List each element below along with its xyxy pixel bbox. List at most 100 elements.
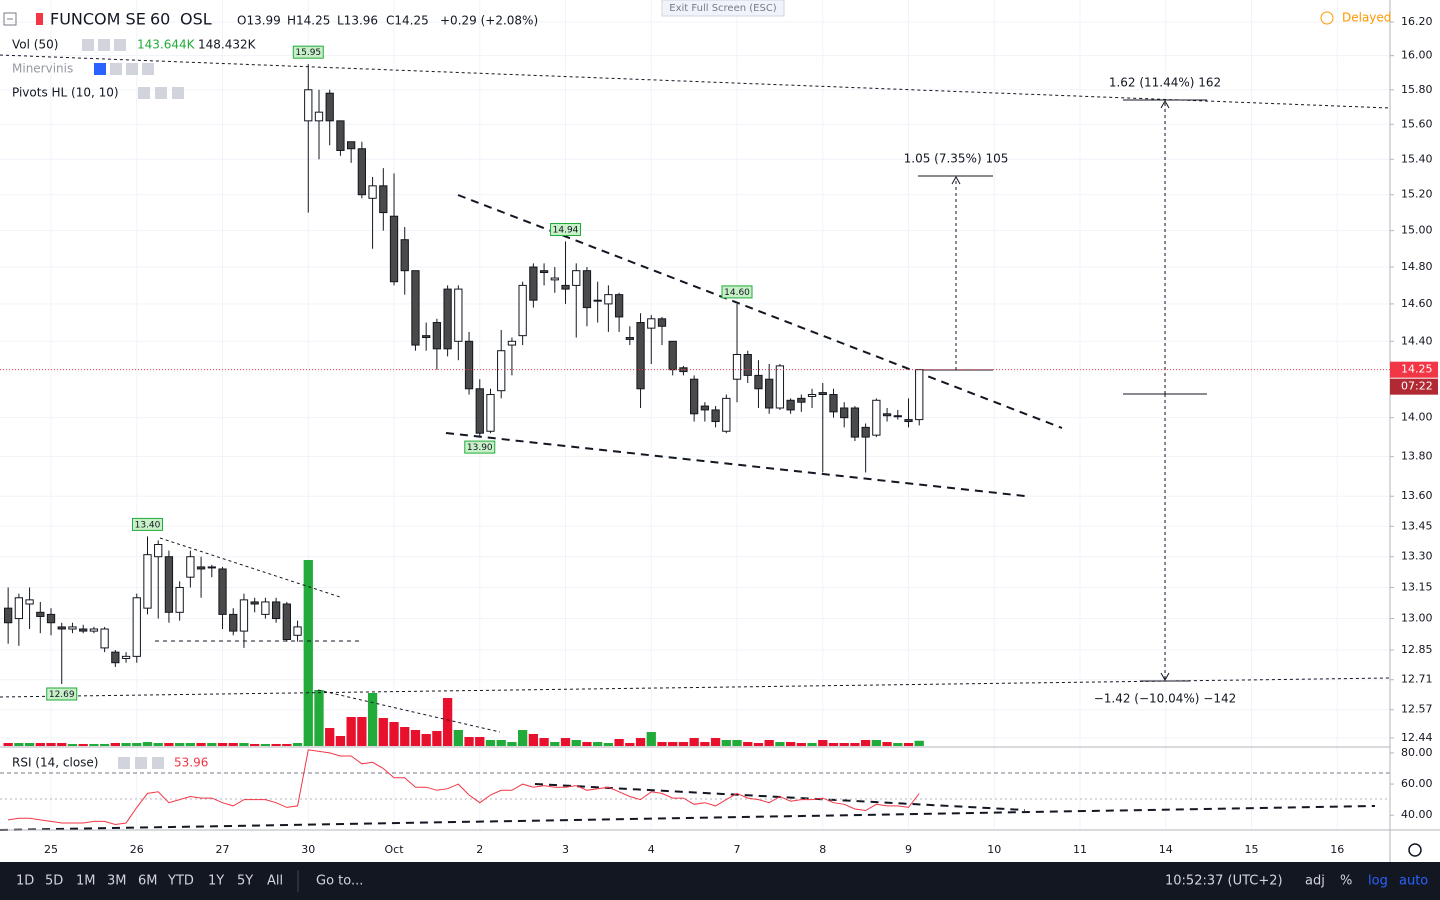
volume-bar <box>335 736 346 746</box>
icon[interactable] <box>172 87 184 99</box>
volume-bar <box>378 718 388 746</box>
pivot-box <box>550 222 582 236</box>
volume-bar <box>132 742 142 746</box>
icon[interactable] <box>126 63 138 75</box>
goto-button[interactable]: Go to... <box>316 874 363 889</box>
rsi-trend-line <box>0 805 1376 831</box>
candle-body <box>582 270 592 309</box>
icon[interactable] <box>155 87 167 99</box>
candle-body <box>443 288 452 350</box>
volume-bar <box>517 729 528 746</box>
measure-label: 1.05 (7.35%) 105 <box>904 152 1009 166</box>
candle-body <box>79 628 88 632</box>
pivot-label: 13.40 <box>135 520 161 530</box>
vol-label[interactable]: Vol (50) <box>12 38 58 52</box>
ohlc-high: H14.25 <box>287 14 330 28</box>
icon[interactable] <box>135 757 147 769</box>
range-button[interactable]: 5Y <box>237 874 253 889</box>
icon[interactable] <box>82 39 94 51</box>
volume-bar <box>346 716 356 746</box>
candle-body <box>529 266 538 301</box>
icon[interactable] <box>142 63 154 75</box>
candle-body <box>218 568 227 615</box>
volume-bar <box>871 739 882 746</box>
scale-option[interactable]: % <box>1340 874 1352 889</box>
volume-bar <box>89 743 99 746</box>
ohlc-low: L13.96 <box>337 14 378 28</box>
candle-body <box>282 603 291 640</box>
candle-body <box>36 611 45 617</box>
icon[interactable] <box>98 39 110 51</box>
volume-bar <box>625 742 635 746</box>
x-tick-label: 11 <box>1073 843 1087 856</box>
rsi-label[interactable]: RSI (14, close) <box>12 756 98 770</box>
volume-bar <box>14 742 24 746</box>
collapse-icon[interactable] <box>3 12 17 26</box>
volume-bar <box>796 742 806 746</box>
exit-fullscreen-button[interactable] <box>661 0 785 17</box>
candle-body <box>732 354 742 380</box>
scale-option[interactable]: log <box>1368 874 1388 889</box>
candle-body <box>807 394 817 397</box>
volume-bar <box>250 743 260 746</box>
range-button[interactable]: 1Y <box>208 874 224 889</box>
y-tick-label: 13.00 <box>1401 612 1433 625</box>
interval[interactable]: 60 <box>150 10 170 29</box>
volume-bar <box>303 560 313 746</box>
volume-bar <box>142 742 153 746</box>
candle-body <box>432 322 442 350</box>
range-button[interactable]: 5D <box>45 874 63 889</box>
volume-bar <box>914 740 924 746</box>
x-tick-label: 30 <box>301 843 315 856</box>
x-tick-label: 26 <box>130 843 144 856</box>
pivot-box <box>464 440 496 454</box>
pivot-box <box>721 285 753 299</box>
candle-body <box>850 407 860 438</box>
volume-bar <box>357 716 367 746</box>
candle-body <box>689 378 699 415</box>
pivot-label: 12.69 <box>49 690 75 700</box>
candle-body <box>818 392 827 396</box>
y-tick-label: 15.20 <box>1401 188 1433 201</box>
icon[interactable] <box>152 757 164 769</box>
scale-option[interactable]: auto <box>1399 874 1428 889</box>
trend-line <box>457 194 1063 429</box>
range-button[interactable]: All <box>267 874 283 889</box>
candle-body <box>915 369 924 421</box>
y-tick-label: 16.20 <box>1401 15 1433 28</box>
ohlc-close: C14.25 <box>386 14 429 28</box>
settings-icon[interactable] <box>1408 843 1422 857</box>
range-button[interactable]: YTD <box>167 874 194 889</box>
volume-bar <box>571 739 581 746</box>
indicator-name[interactable]: Pivots HL (10, 10) <box>12 86 119 100</box>
volume-bar <box>325 728 335 746</box>
icon[interactable] <box>114 39 126 51</box>
measure-label: 1.62 (11.44%) 162 <box>1109 76 1221 90</box>
candle-body <box>722 397 731 432</box>
volume-bar <box>35 742 45 746</box>
candle-body <box>57 626 66 630</box>
volume-bar <box>732 739 742 746</box>
icon[interactable] <box>94 63 106 75</box>
icon[interactable] <box>118 757 130 769</box>
range-button[interactable]: 1M <box>76 874 96 889</box>
scale-option[interactable]: adj <box>1305 874 1325 889</box>
candle-body <box>304 89 313 122</box>
y-tick-label: 15.40 <box>1401 152 1433 165</box>
icon[interactable] <box>110 63 122 75</box>
range-button[interactable]: 1D <box>16 874 34 889</box>
volume-bar <box>903 742 914 746</box>
candle-body <box>604 294 613 305</box>
pivot-label: 14.60 <box>724 288 750 298</box>
indicator-name[interactable]: Minervinis <box>12 62 73 76</box>
volume-bar <box>560 738 571 746</box>
candle-body <box>668 340 677 371</box>
icon[interactable] <box>138 87 150 99</box>
range-button[interactable]: 6M <box>138 874 158 889</box>
volume-bar <box>164 742 174 746</box>
y-tick-label: 13.60 <box>1401 489 1433 502</box>
volume-bar <box>410 729 421 746</box>
volume-bar <box>485 739 496 746</box>
range-button[interactable]: 3M <box>107 874 127 889</box>
